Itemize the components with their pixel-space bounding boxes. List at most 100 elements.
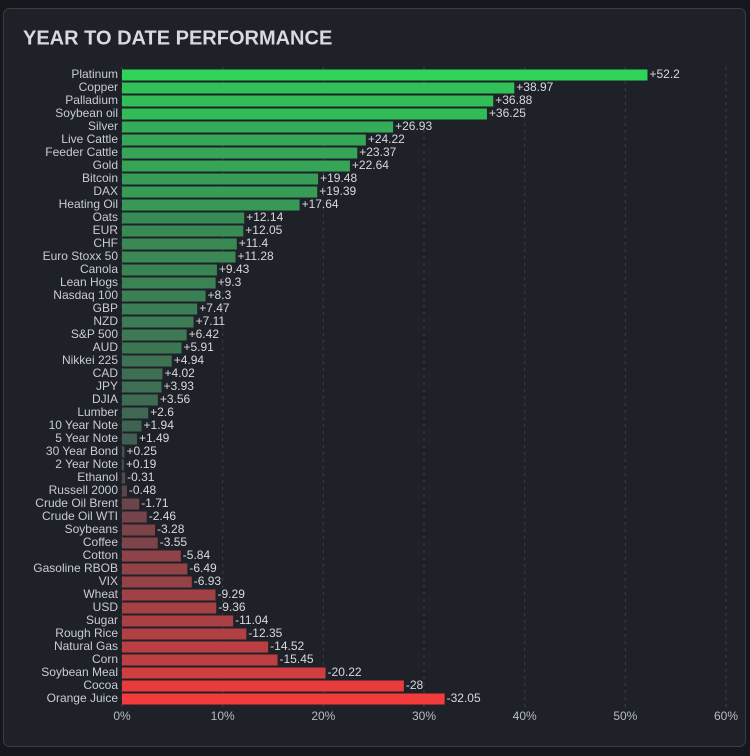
x-tick-label: 10% [211, 709, 235, 723]
value-label: +38.97 [516, 80, 553, 94]
bar [122, 602, 217, 614]
y-tick-label: Crude Oil Brent [35, 496, 118, 510]
value-label: +12.14 [246, 210, 283, 224]
y-tick-label: Rough Rice [55, 626, 118, 640]
bar [122, 576, 192, 588]
value-label: +2.6 [150, 405, 174, 419]
y-tick-label: CHF [93, 236, 118, 250]
y-tick-label: Canola [80, 262, 118, 276]
bar [122, 95, 494, 107]
value-label: +12.05 [245, 223, 282, 237]
bar [122, 498, 140, 510]
y-tick-label: Lumber [77, 405, 118, 419]
value-label: +19.39 [319, 184, 356, 198]
value-label: -1.71 [141, 496, 169, 510]
bar [122, 355, 172, 367]
value-label: -0.48 [129, 483, 157, 497]
value-label: -9.36 [218, 600, 246, 614]
y-tick-label: Gold [93, 158, 118, 172]
y-tick-label: 2 Year Note [55, 457, 118, 471]
value-label: +23.37 [359, 145, 396, 159]
value-label: -15.45 [280, 652, 314, 666]
value-label: +3.93 [164, 379, 195, 393]
bar [122, 82, 515, 94]
value-label: +36.25 [489, 106, 526, 120]
value-label: +1.49 [139, 431, 170, 445]
y-tick-label: Bitcoin [82, 171, 118, 185]
bar [122, 459, 124, 471]
value-label: -12.35 [248, 626, 282, 640]
y-tick-label: AUD [93, 340, 119, 354]
value-label: +11.28 [238, 249, 274, 263]
value-label: -5.84 [183, 548, 211, 562]
x-tick-label: 40% [513, 709, 537, 723]
y-tick-label: 30 Year Bond [46, 444, 118, 458]
bar [122, 446, 125, 458]
value-label: +0.25 [127, 444, 158, 458]
bar [122, 563, 188, 575]
bar [122, 316, 194, 328]
y-tick-label: Cotton [83, 548, 118, 562]
y-tick-label: Cocoa [83, 678, 118, 692]
value-label: -2.46 [149, 509, 177, 523]
bar [122, 342, 182, 354]
value-label: +26.93 [395, 119, 432, 133]
y-tick-label: 5 Year Note [55, 431, 118, 445]
y-tick-label: DAX [93, 184, 118, 198]
x-tick-label: 30% [412, 709, 436, 723]
bar [122, 693, 445, 705]
y-tick-label: GBP [93, 301, 118, 315]
y-tick-label: Palladium [65, 93, 118, 107]
x-tick-label: 20% [311, 709, 335, 723]
value-label: +0.19 [126, 457, 157, 471]
y-tick-label: Live Cattle [61, 132, 118, 146]
bar [122, 147, 358, 159]
bar [122, 290, 206, 302]
x-tick-label: 60% [714, 709, 738, 723]
y-tick-label: Nikkei 225 [62, 353, 118, 367]
y-tick-label: Soybean Meal [41, 665, 118, 679]
value-label: -3.28 [157, 522, 185, 536]
bar [122, 511, 147, 523]
bar [122, 537, 158, 549]
y-tick-label: Soybean oil [55, 106, 118, 120]
y-tick-label: NZD [93, 314, 118, 328]
value-label: +1.94 [144, 418, 175, 432]
value-label: +4.94 [174, 353, 205, 367]
y-tick-label: Natural Gas [54, 639, 118, 653]
bar [122, 589, 216, 601]
y-tick-label: Russell 2000 [49, 483, 119, 497]
value-label: -6.93 [194, 574, 222, 588]
bar [122, 550, 181, 562]
value-label: -14.52 [270, 639, 304, 653]
bar [122, 173, 319, 185]
bar [122, 680, 404, 692]
bar [122, 212, 245, 224]
y-tick-label: Silver [88, 119, 118, 133]
bar [122, 251, 236, 263]
bar [122, 199, 300, 211]
bar [122, 485, 127, 497]
value-label: -3.55 [160, 535, 188, 549]
value-label: +6.42 [189, 327, 220, 341]
y-tick-label: Corn [92, 652, 118, 666]
value-label: +36.88 [495, 93, 532, 107]
value-label: +7.47 [199, 301, 230, 315]
y-tick-label: VIX [99, 574, 118, 588]
y-tick-label: Feeder Cattle [45, 145, 118, 159]
value-label: +19.48 [320, 171, 357, 185]
y-tick-label: Crude Oil WTI [42, 509, 118, 523]
y-tick-label: Platinum [71, 67, 118, 81]
y-tick-label: Wheat [83, 587, 118, 601]
y-tick-label: CAD [93, 366, 119, 380]
value-label: +11.4 [239, 236, 269, 250]
bar [122, 121, 394, 133]
y-tick-label: Orange Juice [47, 691, 119, 705]
y-tick-label: Gasoline RBOB [33, 561, 118, 575]
y-tick-label: Oats [93, 210, 118, 224]
chart-title: YEAR TO DATE PERFORMANCE [23, 27, 332, 49]
value-label: -32.05 [447, 691, 481, 705]
bar [122, 394, 158, 406]
bar [122, 641, 269, 653]
x-tick-label: 50% [613, 709, 637, 723]
